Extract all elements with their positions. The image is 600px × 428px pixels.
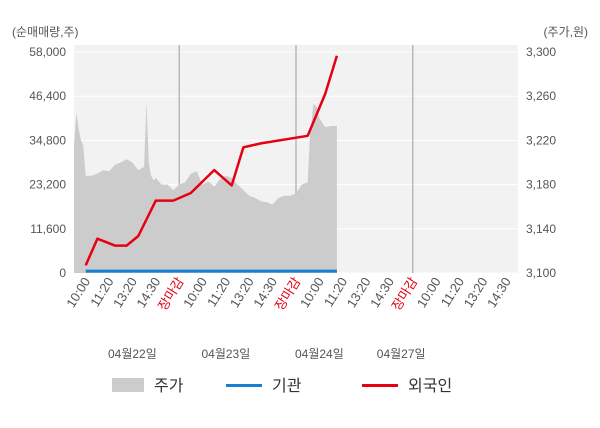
- right-tick-label: 3,260: [526, 89, 556, 103]
- right-tick-label: 3,140: [526, 222, 556, 236]
- x-tick-label: 10:00: [63, 275, 93, 311]
- x-tick-label: 10:00: [414, 275, 444, 311]
- x-axis-ticks: 10:0011:2013:2014:30장마감10:0011:2013:2014…: [63, 275, 514, 313]
- right-tick-label: 3,220: [526, 133, 556, 147]
- right-axis-unit: (주가,원): [544, 25, 588, 39]
- legend-swatch-foreign: [362, 384, 398, 387]
- right-tick-label: 3,300: [526, 45, 556, 59]
- left-tick-label: 11,600: [30, 222, 66, 236]
- price-area-path: [74, 101, 337, 273]
- legend-swatch-institution: [226, 384, 262, 387]
- x-tick-label: 14:30: [484, 275, 514, 311]
- legend-swatch-price: [112, 378, 144, 392]
- left-tick-label: 34,800: [29, 133, 66, 147]
- x-tick-label: 10:00: [180, 275, 210, 311]
- legend-label-price: 주가: [154, 377, 184, 395]
- date-label: 04월22일: [108, 347, 157, 361]
- foreign-series: [84, 55, 339, 266]
- x-tick-label: 10:00: [297, 275, 327, 311]
- x-tick-label: 13:20: [344, 275, 374, 311]
- price-series: [74, 101, 337, 273]
- legend: 주가 기관 외국인: [112, 377, 452, 395]
- date-label: 04월24일: [295, 347, 344, 361]
- right-tick-label: 3,100: [526, 266, 556, 280]
- x-tick-label: 13:20: [461, 275, 491, 311]
- left-tick-label: 0: [59, 266, 66, 280]
- left-tick-label: 23,200: [29, 178, 66, 192]
- legend-label-institution: 기관: [272, 377, 302, 395]
- x-tick-label: 13:20: [110, 275, 140, 311]
- left-axis-unit: (순매매량,주): [12, 25, 79, 39]
- date-labels: 04월22일 04월23일 04월24일 04월27일: [108, 347, 426, 361]
- date-label: 04월23일: [202, 347, 251, 361]
- x-tick-label: 13:20: [227, 275, 257, 311]
- right-axis-ticks: 3,300 3,260 3,220 3,180 3,140 3,100: [526, 45, 556, 280]
- foreign-line: [84, 55, 339, 266]
- left-tick-label: 46,400: [29, 89, 66, 103]
- left-axis-ticks: 58,000 46,400 34,800 23,200 11,600 0: [29, 45, 66, 280]
- right-tick-label: 3,180: [526, 178, 556, 192]
- left-tick-label: 58,000: [29, 45, 66, 59]
- date-label: 04월27일: [377, 347, 426, 361]
- legend-label-foreign: 외국인: [408, 377, 452, 395]
